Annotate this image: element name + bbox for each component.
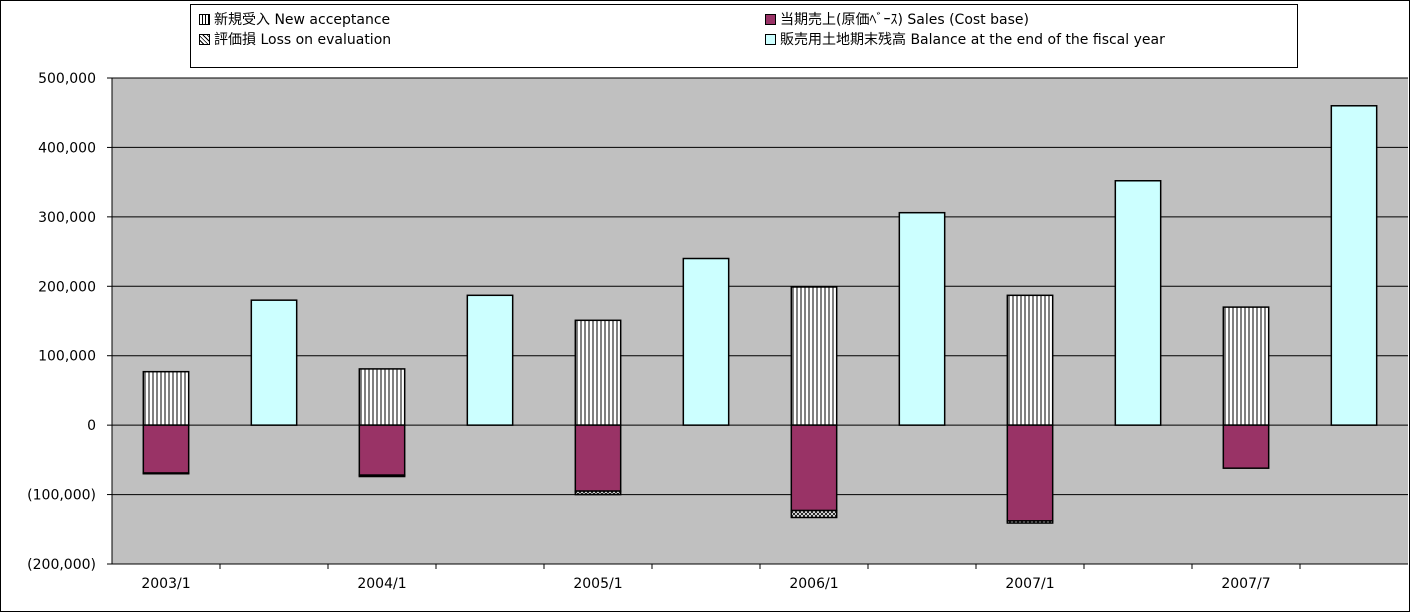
bar-balance [1114,180,1162,426]
legend-swatch-balance [765,33,776,45]
legend-item-balance: 販売用土地期末残高 Balance at the end of the fisc… [765,29,1165,49]
bar-loss-on-evaluation [142,472,190,475]
bar-sales [142,424,190,474]
x-tick-label: 2007/1 [1005,576,1054,592]
legend-label-sales: 当期売上(原価ﾍﾞｰｽ) Sales (Cost base) [780,12,1029,28]
bar-new-acceptance [1006,294,1054,426]
y-tick-label: 0 [87,418,96,434]
y-tick-label: (100,000) [27,488,96,504]
bar-balance [250,299,298,426]
y-tick-label: 500,000 [38,71,96,87]
y-tick-label: (200,000) [27,557,96,573]
legend-swatch-sales [765,13,776,25]
y-tick-label: 100,000 [38,349,96,365]
legend-label-loss: 評価損 Loss on evaluation [214,32,392,48]
bar-loss-on-evaluation [790,509,838,519]
bar-balance [682,257,730,426]
legend-label-new-acceptance: 新規受入 New acceptance [214,12,391,28]
bar-sales [1006,424,1054,522]
legend-swatch-loss [199,33,210,45]
bar-balance [466,294,514,426]
y-tick-label: 300,000 [38,210,96,226]
legend-item-new-acceptance: 新規受入 New acceptance [199,9,390,29]
bar-new-acceptance [142,370,190,426]
bar-balance [1330,105,1378,426]
bar-sales [790,424,838,512]
bar-sales [574,424,622,492]
x-tick-label: 2003/1 [141,576,190,592]
legend-label-balance: 販売用土地期末残高 Balance at the end of the fisc… [780,32,1165,48]
bar-loss-on-evaluation [574,490,622,496]
bar-sales [1222,424,1270,469]
x-tick-label: 2004/1 [357,576,406,592]
bar-loss-on-evaluation [358,474,406,478]
bar-new-acceptance [574,319,622,426]
legend-item-loss: 評価損 Loss on evaluation [199,29,391,49]
y-tick-label: 200,000 [38,279,96,295]
y-tick-label: 400,000 [38,140,96,156]
bar-new-acceptance [1222,306,1270,426]
x-tick-label: 2005/1 [573,576,622,592]
plot-area [112,78,1408,564]
bar-new-acceptance [358,368,406,426]
legend-swatch-new-acceptance [199,13,210,25]
bar-sales [358,424,406,476]
bar-balance [898,211,946,426]
legend: 新規受入 New acceptance 当期売上(原価ﾍﾞｰｽ) Sales (… [190,4,1298,68]
bar-new-acceptance [790,286,838,426]
x-tick-label: 2007/7 [1221,576,1270,592]
bar-loss-on-evaluation [1006,520,1054,524]
legend-item-sales: 当期売上(原価ﾍﾞｰｽ) Sales (Cost base) [765,9,1029,29]
x-tick-label: 2006/1 [789,576,838,592]
